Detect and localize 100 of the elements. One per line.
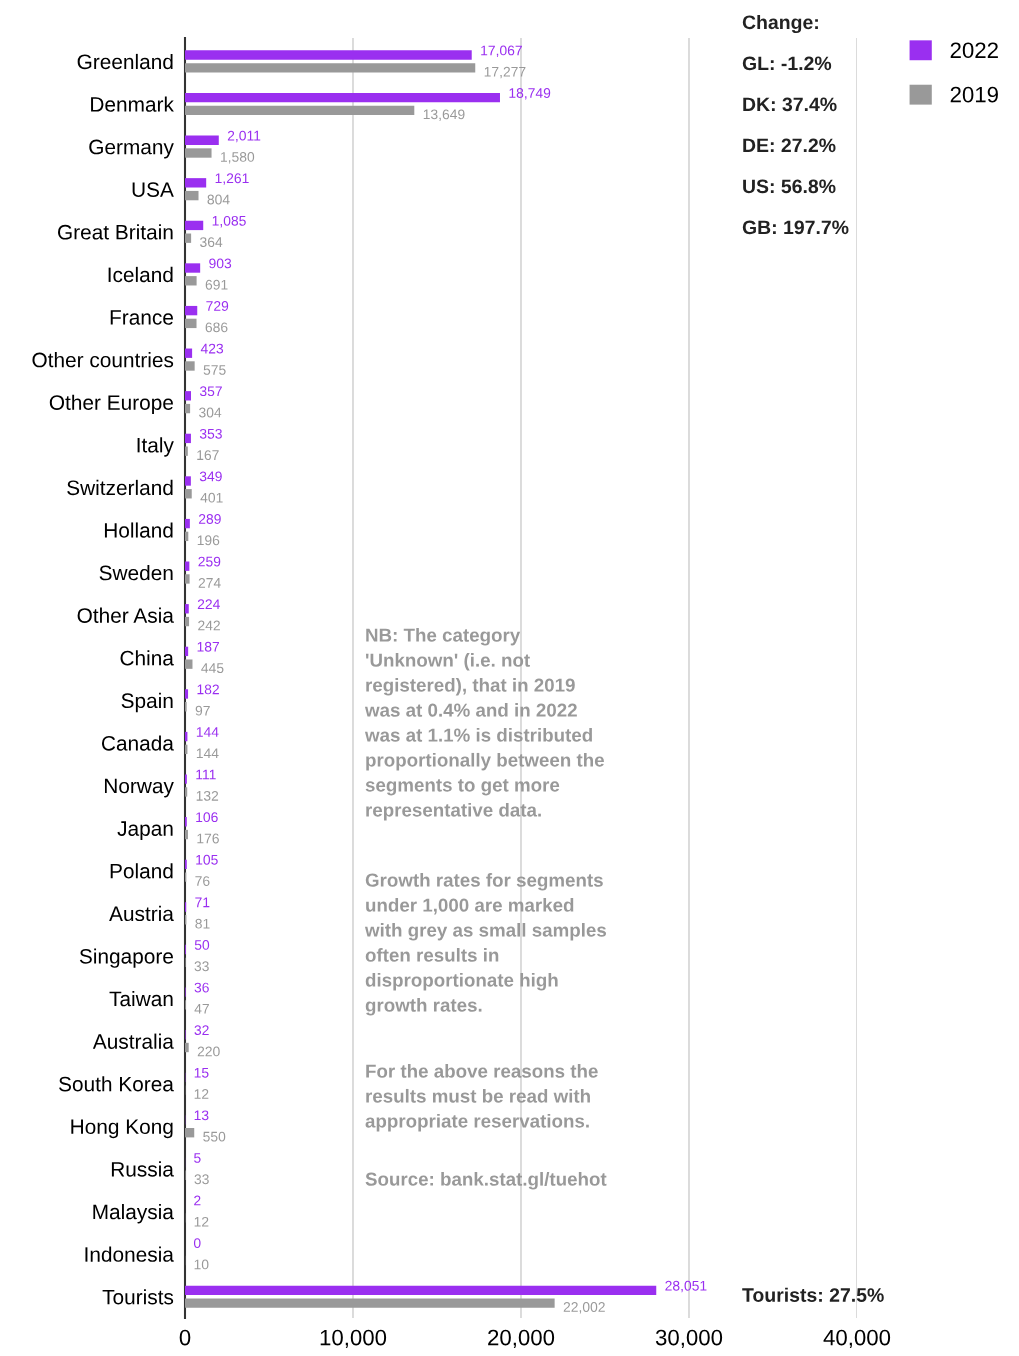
data-label: 364 <box>200 237 223 248</box>
annotation: DK: 37.4% <box>743 97 837 112</box>
y-tick-label: Germany <box>89 139 174 159</box>
bar <box>185 220 204 231</box>
legend-label: 2019 <box>950 86 998 103</box>
bar <box>185 1128 195 1138</box>
bar <box>185 178 207 188</box>
y-tick-label: Spain <box>121 692 173 713</box>
data-label: 182 <box>197 684 219 695</box>
data-label: 81 <box>195 918 210 929</box>
y-tick-label: Sweden <box>99 565 173 581</box>
data-label: 10 <box>194 1259 209 1270</box>
y-tick-label: Tourists <box>102 1289 174 1305</box>
y-tick-label: Denmark <box>91 96 174 112</box>
bar <box>185 1298 555 1308</box>
data-label: 423 <box>200 343 224 354</box>
data-label: 304 <box>199 407 222 418</box>
annotation: GL: -1.2% <box>742 56 832 71</box>
legend-label: 2022 <box>950 42 998 59</box>
y-tick-label: Japan <box>117 821 173 841</box>
bar <box>185 829 188 840</box>
annotation: Source: bank.stat.gl/tuehot <box>365 1172 607 1190</box>
data-label: 28,051 <box>665 1280 707 1293</box>
data-label: 12 <box>194 1216 209 1227</box>
data-label: 289 <box>198 514 221 524</box>
data-label: 1,085 <box>212 215 246 228</box>
data-label: 224 <box>197 599 220 609</box>
data-label: 47 <box>194 1004 209 1014</box>
y-tick-label: Malaysia <box>93 1203 174 1224</box>
y-tick-label: China <box>120 650 174 666</box>
data-label: 176 <box>197 833 219 844</box>
bar <box>185 646 189 657</box>
data-label: 445 <box>201 663 224 673</box>
data-label: 76 <box>195 876 210 886</box>
annotation: Growth rates for segments under 1,000 are marked with grey as small samples often results in disproportionate high growth rates. <box>364 873 607 1016</box>
y-tick-label: Switzerland <box>67 479 173 496</box>
data-label: 97 <box>195 705 210 716</box>
y-tick-label: Greenland <box>77 53 173 70</box>
annotation: For the above reasons the results must be read with appropriate reservations. <box>365 1064 598 1132</box>
data-label: 15 <box>194 1067 209 1078</box>
bar <box>185 1042 189 1053</box>
y-tick-label: Australia <box>92 1033 174 1049</box>
data-label: 71 <box>195 897 210 908</box>
data-label: 196 <box>197 535 220 546</box>
bar <box>185 391 191 401</box>
data-label: 2 <box>194 1195 201 1206</box>
data-label: 13,649 <box>423 109 465 121</box>
bar <box>185 263 201 273</box>
y-tick-label: Russia <box>111 1161 174 1177</box>
x-tick-label: 20,000 <box>488 1329 555 1349</box>
data-label: 729 <box>206 301 229 311</box>
data-label: 105 <box>196 854 218 865</box>
data-label: 1,580 <box>221 152 255 164</box>
y-tick-label: Holland <box>104 522 173 538</box>
bar <box>185 604 189 614</box>
annotation: Tourists: 27.5% <box>742 1287 884 1302</box>
bar <box>185 92 500 103</box>
bar <box>185 348 193 358</box>
data-label: 903 <box>209 258 232 269</box>
bar <box>185 135 219 145</box>
data-label: 111 <box>196 769 216 780</box>
y-tick-label: Indonesia <box>85 1246 174 1262</box>
y-tick-label: Great Britain <box>58 224 173 240</box>
x-tick-label: 0 <box>179 1329 191 1346</box>
y-tick-label: USA <box>132 182 174 197</box>
data-label: 50 <box>194 940 210 950</box>
y-tick-label: Iceland <box>108 266 173 283</box>
annotation: GB: 197.7% <box>742 220 849 235</box>
bar <box>185 659 193 669</box>
data-label: 691 <box>205 279 228 290</box>
text: Change: <box>742 14 818 34</box>
data-label: 167 <box>197 450 219 461</box>
data-label: 274 <box>198 577 221 588</box>
data-label: 2,011 <box>227 130 261 143</box>
data-label: 144 <box>196 727 219 737</box>
x-tick-label: 40,000 <box>823 1329 891 1349</box>
bar <box>185 476 191 486</box>
annotation: DE: 27.2% <box>743 138 836 153</box>
data-label: 349 <box>199 471 222 482</box>
data-label: 686 <box>205 322 228 333</box>
data-label: 13 <box>194 1110 209 1121</box>
bar <box>185 518 190 529</box>
y-tick-label: Other Asia <box>77 607 174 623</box>
bar <box>185 403 191 414</box>
bar <box>185 318 197 329</box>
data-label: 804 <box>207 194 230 205</box>
y-tick-label: Other Europe <box>49 394 173 415</box>
data-label: 36 <box>194 982 209 993</box>
x-tick-label: 10,000 <box>320 1329 387 1349</box>
data-label: 18,749 <box>509 88 551 100</box>
y-tick-label: Taiwan <box>109 990 173 1007</box>
bar <box>185 1285 657 1295</box>
data-label: 187 <box>197 641 220 652</box>
data-label: 17,067 <box>481 45 522 57</box>
annotation: NB: The category 'Unknown' (i.e. not registered), that in 2019 was at 0.4% and in 2022 was at 1.1% is distributed proportionally between the segments to get more representative data. <box>364 628 604 821</box>
bar <box>185 105 415 116</box>
bar <box>185 787 188 797</box>
bar <box>185 616 190 627</box>
y-tick-label: Hong Kong <box>71 1119 173 1139</box>
bar <box>185 63 476 73</box>
